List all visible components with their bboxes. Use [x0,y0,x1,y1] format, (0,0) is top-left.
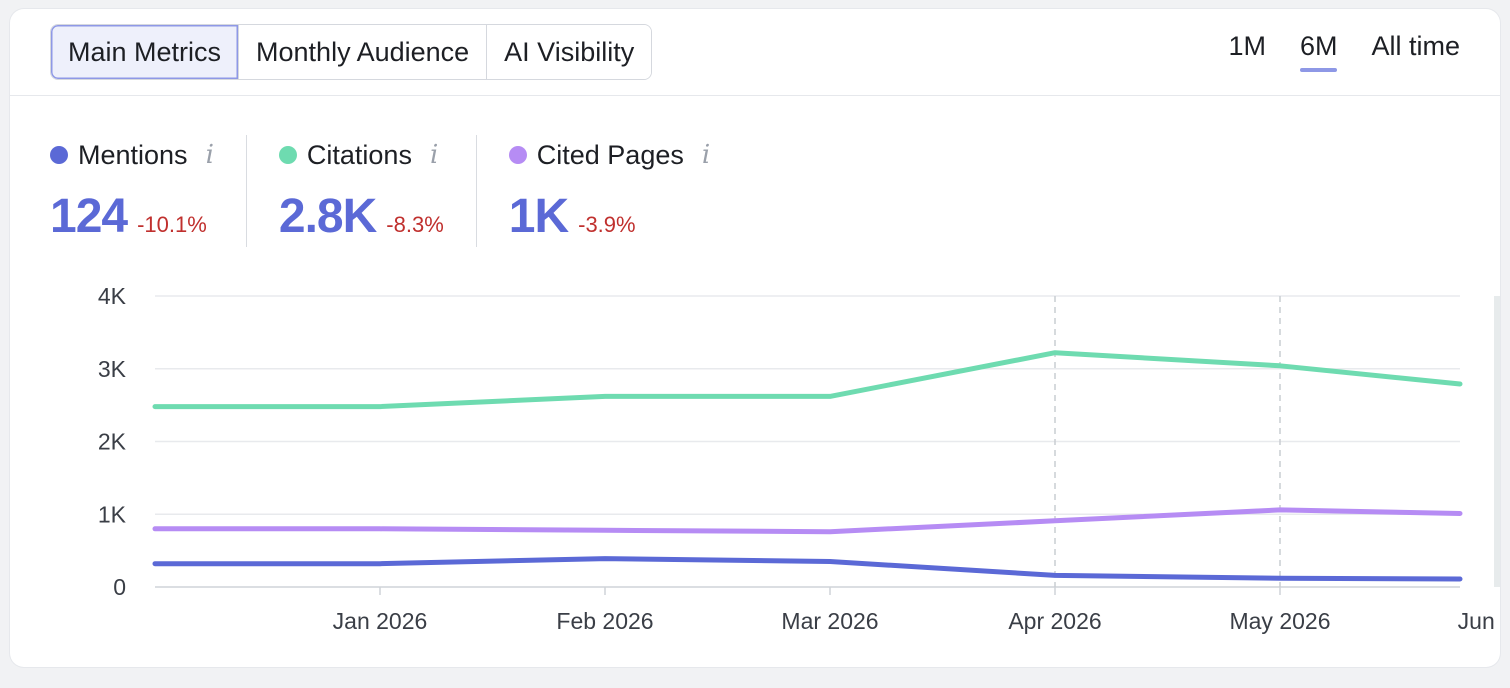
card-header: Main Metrics Monthly Audience AI Visibil… [10,9,1500,96]
tab-ai-visibility[interactable]: AI Visibility [487,25,652,79]
metric-value: 2.8K [278,190,377,243]
range-all-time[interactable]: All time [1371,31,1460,61]
info-icon[interactable]: i [205,140,214,170]
metric-delta: -10.1% [137,212,207,237]
metric-delta: -8.3% [386,212,444,237]
metrics-tab-group: Main Metrics Monthly Audience AI Visibil… [50,24,653,80]
x-tick-label: Jun 2026 [1458,608,1500,634]
y-tick-label: 2K [98,429,127,455]
series-line-citations [152,350,1463,410]
range-1m[interactable]: 1M [1228,31,1266,61]
range-6m[interactable]: 6M [1299,31,1337,72]
x-tick-label: Feb 2026 [556,608,653,634]
y-tick-label: 1K [98,501,127,527]
series-line-mentions [152,556,1463,582]
ai-metrics-card: Main Metrics Monthly Audience AI Visibil… [10,9,1500,667]
metric-cited-pages[interactable]: Cited Pages i 1K -3.9% [508,135,742,247]
cited-pages-legend-dot [508,146,527,164]
metrics-summary: Mentions i 124 -10.1% Citations i 2.8K -… [50,135,774,247]
metric-delta: -3.9% [578,212,636,237]
info-icon[interactable]: i [701,140,711,170]
x-tick-label: Jan 2026 [333,608,428,634]
metric-label: Citations [306,139,412,170]
metric-label: Mentions [78,139,188,170]
tab-monthly-audience[interactable]: Monthly Audience [239,25,488,79]
metric-label: Cited Pages [536,139,684,170]
x-tick-label: Mar 2026 [781,608,878,634]
x-tick-label: Apr 2026 [1008,608,1101,634]
tab-main-metrics[interactable]: Main Metrics [51,25,240,79]
metric-citations[interactable]: Citations i 2.8K -8.3% [278,135,477,247]
info-icon[interactable]: i [429,140,439,170]
x-tick-label: May 2026 [1229,608,1330,634]
metrics-line-chart[interactable]: 4K 3K 2K 1K 0 Jan 2026 Feb 2026 Mar 2026 Apr 20… [10,9,1500,667]
series-line-cited-pages [152,507,1463,535]
hover-band [1494,296,1500,587]
y-tick-label: 0 [113,574,126,600]
citations-legend-dot [278,146,297,164]
mentions-legend-dot [50,146,68,164]
metric-value: 1K [508,190,569,243]
y-tick-label: 4K [98,283,127,309]
time-range-selector: 1M 6M All time [1228,31,1460,72]
metric-value: 124 [50,190,128,243]
metric-mentions[interactable]: Mentions i 124 -10.1% [50,135,247,247]
y-tick-label: 3K [98,356,127,382]
